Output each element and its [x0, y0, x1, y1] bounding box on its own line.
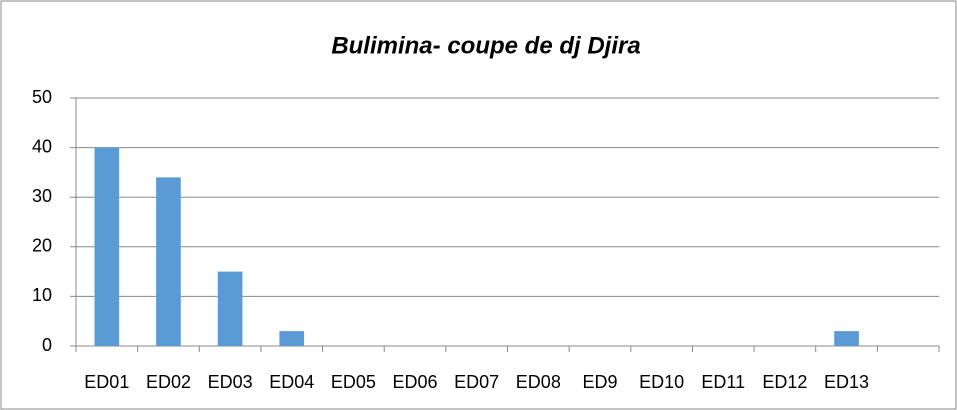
x-tick-label: ED01 [84, 372, 129, 392]
x-tick-label: ED10 [639, 372, 684, 392]
x-tick-label: ED05 [331, 372, 376, 392]
x-tick-label: ED07 [454, 372, 499, 392]
y-tick-label: 30 [32, 186, 52, 206]
bar [94, 147, 120, 346]
x-tick-label: ED02 [146, 372, 191, 392]
y-tick-label: 50 [32, 87, 52, 107]
y-tick-label: 10 [32, 285, 52, 305]
x-tick-label: ED12 [762, 372, 807, 392]
bar [279, 331, 305, 346]
x-tick-label: ED9 [582, 372, 617, 392]
x-tick-label: ED04 [269, 372, 314, 392]
x-tick-label: ED06 [393, 372, 438, 392]
x-tick-label: ED08 [516, 372, 561, 392]
y-tick-label: 40 [32, 136, 52, 156]
y-tick-label: 20 [32, 236, 52, 256]
x-tick-label: ED11 [701, 372, 745, 392]
bar [217, 271, 243, 346]
bar [834, 331, 859, 346]
x-tick-label: ED03 [208, 372, 253, 392]
y-tick-label: 0 [42, 335, 52, 355]
bar [156, 177, 181, 346]
chart-title: Bulimina- coupe de dj Djira [331, 32, 640, 59]
x-tick-label: ED13 [824, 372, 869, 392]
